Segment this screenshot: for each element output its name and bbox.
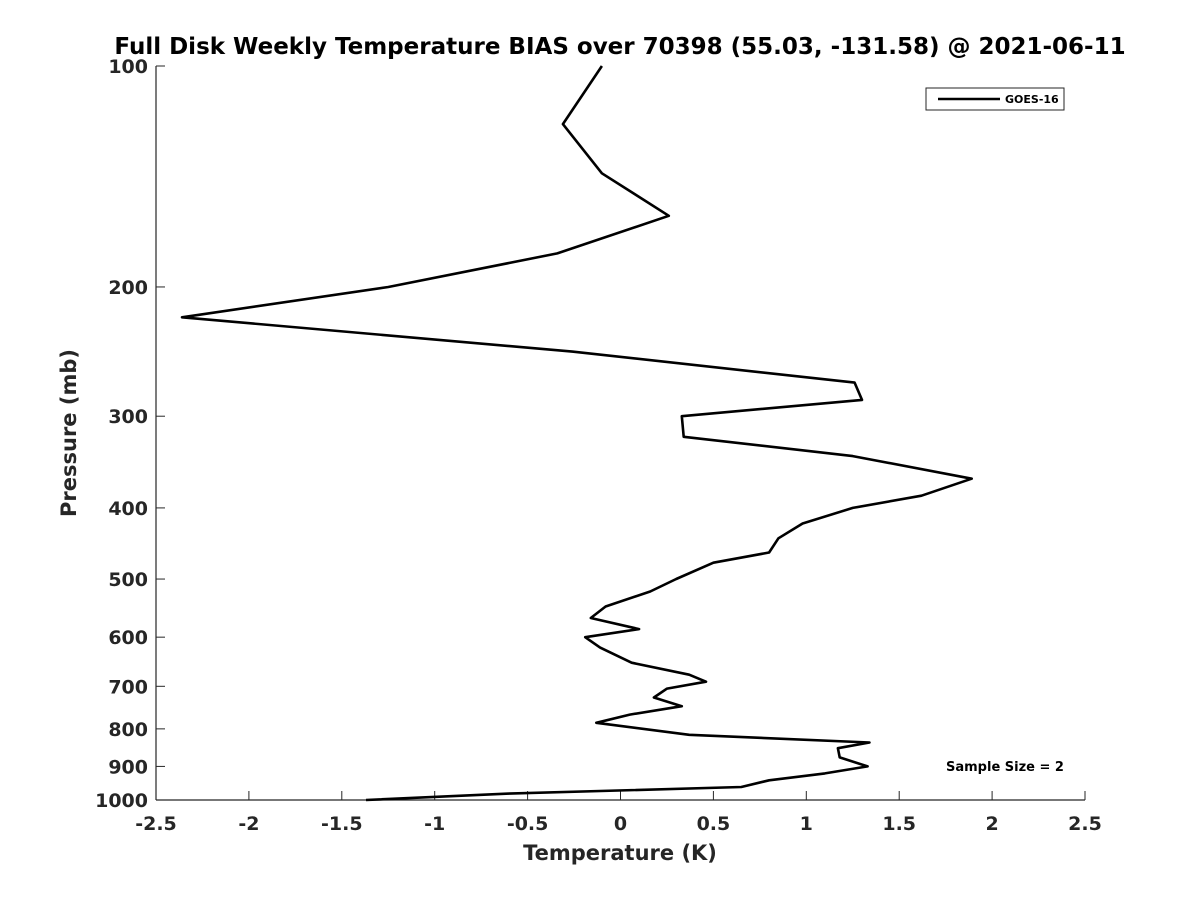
y-tick-label: 800 [108, 719, 148, 741]
x-tick-label: 2.5 [1068, 813, 1102, 835]
x-tick-label: 0 [614, 813, 627, 835]
y-tick-label: 700 [108, 676, 148, 698]
plot-area: -2.5 -2 -1.5 -1 -0.5 0 0.5 1 1.5 2 2.5 100 200 300 40… [95, 56, 1102, 835]
x-tick-label: -2 [238, 813, 259, 835]
y-tick-label: 900 [108, 756, 148, 778]
y-tick-label: 500 [108, 569, 148, 591]
y-tick-label: 1000 [95, 790, 148, 812]
x-tick-label: 1 [800, 813, 813, 835]
sample-size-annotation: Sample Size = 2 [946, 760, 1064, 775]
y-tick-label: 100 [108, 56, 148, 78]
legend: GOES-16 [925, 87, 1065, 111]
x-tick-label: 1.5 [882, 813, 916, 835]
x-axis-ticks: -2.5 -2 -1.5 -1 -0.5 0 0.5 1 1.5 2 2.5 [135, 791, 1102, 835]
y-tick-label: 300 [108, 406, 148, 428]
x-tick-label: -2.5 [135, 813, 177, 835]
x-tick-label: -1.5 [321, 813, 363, 835]
legend-label: GOES-16 [1005, 93, 1059, 106]
x-tick-label: 2 [985, 813, 998, 835]
chart-title: Full Disk Weekly Temperature BIAS over 7… [114, 34, 1125, 60]
y-tick-label: 200 [108, 277, 148, 299]
y-axis-ticks: 100 200 300 400 500 600 700 800 900 1000 [95, 56, 165, 812]
x-tick-label: 0.5 [697, 813, 731, 835]
y-tick-label: 400 [108, 498, 148, 520]
x-axis-label: Temperature (K) [523, 841, 717, 865]
y-tick-label: 600 [108, 627, 148, 649]
y-axis-label: Pressure (mb) [57, 349, 81, 517]
series-line-goes-16 [180, 65, 974, 802]
x-tick-label: -0.5 [507, 813, 549, 835]
x-tick-label: -1 [424, 813, 445, 835]
